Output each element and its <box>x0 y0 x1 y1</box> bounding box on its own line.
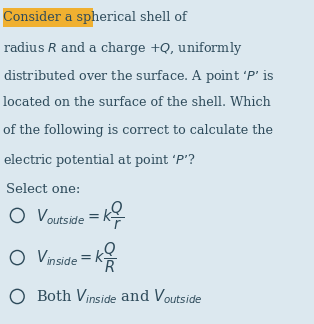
Text: Both $V_{inside}$ and $V_{outside}$: Both $V_{inside}$ and $V_{outside}$ <box>36 287 203 306</box>
FancyBboxPatch shape <box>3 8 93 27</box>
Text: radius $R$ and a charge +$Q$, uniformly: radius $R$ and a charge +$Q$, uniformly <box>3 40 242 56</box>
Text: located on the surface of the shell. Which: located on the surface of the shell. Whi… <box>3 96 271 109</box>
Text: of the following is correct to calculate the: of the following is correct to calculate… <box>3 124 273 137</box>
Text: Consider a spherical shell of: Consider a spherical shell of <box>3 11 187 24</box>
Text: Select one:: Select one: <box>6 183 81 196</box>
Text: $V_{outside} = k\dfrac{Q}{r}$: $V_{outside} = k\dfrac{Q}{r}$ <box>36 199 124 232</box>
Text: electric potential at point ‘$P$’?: electric potential at point ‘$P$’? <box>3 152 196 169</box>
Text: $V_{inside} = k\dfrac{Q}{R}$: $V_{inside} = k\dfrac{Q}{R}$ <box>36 240 117 275</box>
Text: distributed over the surface. A point ‘$P$’ is: distributed over the surface. A point ‘$… <box>3 68 274 85</box>
